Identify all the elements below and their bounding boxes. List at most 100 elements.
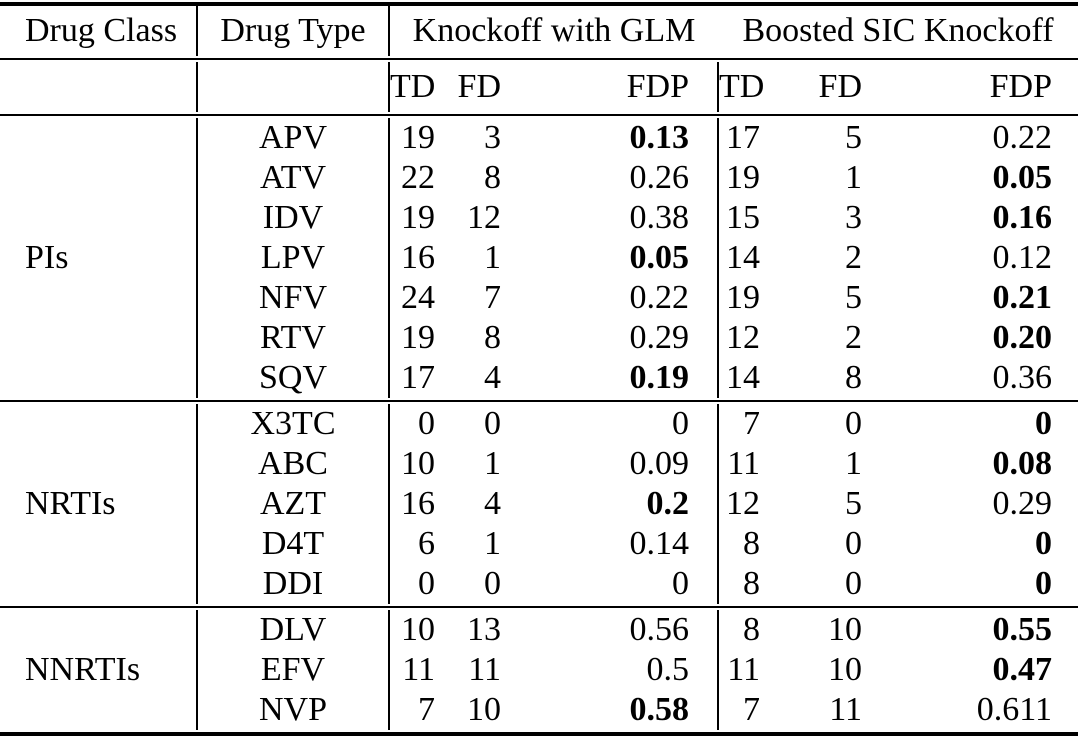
table-row: EFV 11 11 0.5 11 10 0.47: [0, 650, 1078, 690]
header-row-methods: Drug Class Drug Type Knockoff with GLM B…: [0, 6, 1078, 56]
fd-value: 1: [484, 239, 501, 276]
drug-type-header: Drug Type: [197, 6, 390, 56]
fdp-value: 0.05: [992, 159, 1053, 196]
rule-row: [0, 604, 1078, 610]
fdp-value: 0.2: [515, 484, 719, 524]
fdp-value: 0.29: [515, 318, 719, 358]
fd-value: 1: [484, 445, 501, 482]
drug-type-cell: ATV: [197, 158, 390, 198]
td-header-sic: TD: [719, 68, 765, 105]
td-value: 17: [726, 119, 760, 156]
fdp-value: 0.21: [992, 279, 1053, 316]
td-value: 16: [401, 485, 435, 522]
table-row: NRTIs X3TC 0 0 0 7 0 0: [0, 404, 1078, 604]
drug-class-header: Drug Class: [0, 6, 198, 56]
td-value: 19: [401, 119, 435, 156]
fdp-value: 0: [1035, 565, 1052, 602]
drug-type-cell: IDV: [197, 198, 390, 238]
drug-class-cell: NNRTIs: [0, 610, 198, 730]
fdp-value: 0.58: [515, 690, 719, 730]
fdp-value: 0.5: [515, 650, 719, 690]
td-value: 17: [401, 359, 435, 396]
drug-type-cell: NFV: [197, 278, 390, 318]
rule-row: [0, 730, 1078, 738]
fd-value: 2: [845, 239, 862, 276]
fdp-header-sic: FDP: [989, 68, 1052, 105]
fdp-value: 0.26: [515, 158, 719, 198]
td-value: 12: [726, 485, 760, 522]
fdp-value: 0: [1035, 405, 1052, 442]
table-row: RTV 19 8 0.29 12 2 0.20: [0, 318, 1078, 358]
td-value: 19: [726, 279, 760, 316]
drug-type-cell: NVP: [197, 690, 390, 730]
td-value: 6: [418, 525, 435, 562]
fd-value: 0: [484, 565, 501, 602]
fdp-value: 0.47: [992, 651, 1053, 688]
fdp-value: 0.13: [515, 118, 719, 158]
drug-type-cell: SQV: [197, 358, 390, 398]
drug-type-cell: APV: [197, 118, 390, 158]
td-value: 11: [402, 651, 435, 688]
fdp-value: 0: [515, 404, 719, 444]
fd-value: 11: [468, 651, 501, 688]
fd-value: 0: [484, 405, 501, 442]
fd-value: 12: [467, 199, 501, 236]
td-value: 0: [418, 565, 435, 602]
rule-row: [0, 0, 1078, 6]
fd-value: 10: [467, 691, 501, 728]
drug-type-cell: AZT: [197, 484, 390, 524]
td-value: 22: [401, 159, 435, 196]
rule-row: [0, 112, 1078, 118]
td-value: 11: [727, 445, 760, 482]
td-value: 15: [726, 199, 760, 236]
td-value: 11: [727, 651, 760, 688]
drug-type-cell: RTV: [197, 318, 390, 358]
drug-type-cell: DDI: [197, 564, 390, 604]
drug-type-cell: D4T: [197, 524, 390, 564]
table-row: ATV 22 8 0.26 19 1 0.05: [0, 158, 1078, 198]
fdp-value: 0.22: [515, 278, 719, 318]
drug-class-cell: PIs: [0, 118, 198, 398]
fdp-value: 0.38: [515, 198, 719, 238]
drug-type-cell: X3TC: [197, 404, 390, 444]
table-row: PIs APV 19 3 0.13 17 5 0.22: [0, 118, 1078, 398]
fd-value: 4: [484, 485, 501, 522]
fdp-value: 0.36: [992, 359, 1053, 396]
method-header-glm: Knockoff with GLM: [412, 12, 696, 49]
fdp-value: 0.19: [515, 358, 719, 398]
fd-value: 0: [845, 565, 862, 602]
header-rule: [0, 114, 1078, 116]
top-rule: [0, 2, 1078, 6]
empty-header-cell: [197, 62, 390, 112]
td-value: 10: [401, 611, 435, 648]
td-value: 19: [401, 199, 435, 236]
fdp-value: 0.09: [515, 444, 719, 484]
table-row: NVP 7 10 0.58 7 11 0.611: [0, 690, 1078, 730]
group-rule: [0, 400, 1078, 402]
header-rule: [0, 58, 1078, 60]
empty-header-cell: [0, 62, 198, 112]
fd-value: 13: [467, 611, 501, 648]
td-value: 7: [743, 405, 760, 442]
fdp-value: 0.05: [515, 238, 719, 278]
td-value: 12: [726, 319, 760, 356]
fd-value: 5: [845, 485, 862, 522]
fd-value: 7: [484, 279, 501, 316]
fd-value: 3: [845, 199, 862, 236]
td-value: 14: [726, 239, 760, 276]
fd-value: 10: [828, 651, 862, 688]
drug-type-cell: DLV: [197, 610, 390, 650]
fdp-header-glm: FDP: [515, 62, 719, 112]
fdp-value: 0.55: [992, 611, 1053, 648]
fdp-value: 0: [515, 564, 719, 604]
td-value: 8: [743, 611, 760, 648]
fd-value: 0: [845, 525, 862, 562]
fd-value: 2: [845, 319, 862, 356]
table-row: NNRTIs DLV 10 13 0.56 8 10 0.55: [0, 610, 1078, 730]
table-row: LPV 16 1 0.05 14 2 0.12: [0, 238, 1078, 278]
rule-row: [0, 398, 1078, 404]
fd-value: 1: [845, 445, 862, 482]
group-rule: [0, 606, 1078, 608]
table-row: ABC 10 1 0.09 11 1 0.08: [0, 444, 1078, 484]
fdp-value: 0.29: [992, 485, 1053, 522]
